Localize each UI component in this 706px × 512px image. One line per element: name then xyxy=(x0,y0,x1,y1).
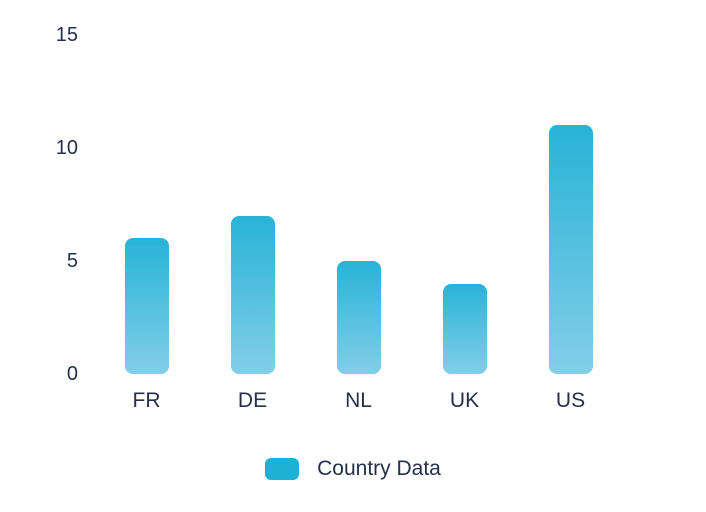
legend-label: Country Data xyxy=(317,457,441,480)
y-tick-label: 0 xyxy=(66,363,78,385)
bar-nl[interactable] xyxy=(336,261,381,374)
x-axis-label-de: DE xyxy=(237,389,268,412)
x-axis-label-uk: UK xyxy=(449,389,480,412)
legend-item-country-data[interactable]: Country Data xyxy=(0,456,706,482)
x-axis-label-us: US xyxy=(555,389,586,412)
legend-swatch-icon xyxy=(265,458,300,480)
bar-fr[interactable] xyxy=(124,238,169,374)
bar-de[interactable] xyxy=(230,215,275,374)
bar-us[interactable] xyxy=(548,125,593,374)
y-tick-label: 15 xyxy=(55,24,78,46)
bar-uk[interactable] xyxy=(442,283,487,374)
x-axis-label-nl: NL xyxy=(345,389,372,412)
y-tick-label: 10 xyxy=(55,137,78,159)
x-axis-label-fr: FR xyxy=(132,389,161,412)
y-tick-label: 5 xyxy=(66,250,78,272)
